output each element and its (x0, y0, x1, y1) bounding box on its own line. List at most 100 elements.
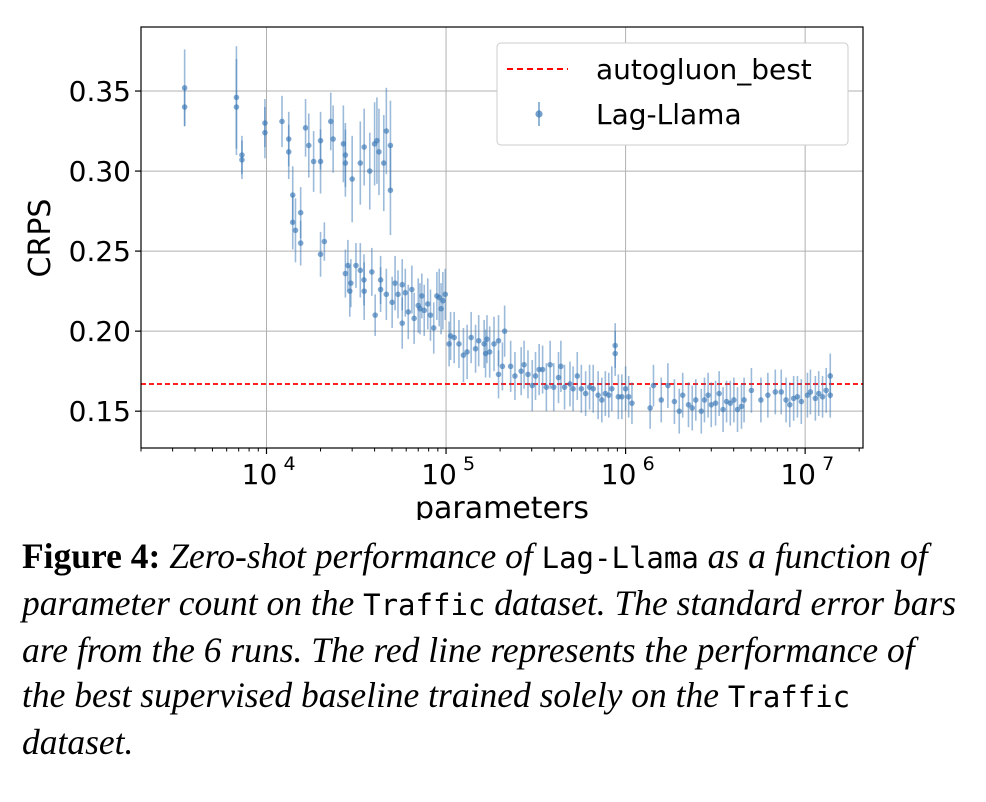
data-point (547, 361, 553, 368)
data-point (807, 389, 814, 395)
data-point (543, 384, 550, 390)
legend-lagllama-label: Lag-Llama (596, 98, 742, 131)
data-point (783, 397, 789, 403)
data-point (512, 373, 518, 379)
data-point (317, 158, 324, 165)
data-point (357, 160, 364, 166)
x-tick-label: 10 (601, 458, 637, 491)
data-point (262, 129, 268, 136)
x-tick-exponent: 4 (283, 453, 295, 475)
data-point (731, 397, 737, 403)
data-point (525, 371, 531, 378)
data-point (629, 400, 635, 406)
data-point (442, 291, 449, 298)
data-point (440, 297, 446, 304)
data-point (550, 384, 557, 390)
data-point (181, 85, 188, 91)
data-point (181, 104, 188, 110)
data-point (679, 392, 686, 398)
data-point (529, 382, 536, 389)
data-point (701, 397, 708, 403)
legend-lagllama-swatch-dot (535, 110, 543, 118)
data-point (460, 352, 467, 358)
caption-text-2: as a function of parameter count on the (22, 536, 928, 623)
data-point (705, 392, 711, 398)
data-point (411, 315, 417, 322)
data-point (327, 118, 334, 125)
data-point (812, 395, 819, 402)
data-point (387, 142, 394, 149)
data-point (495, 337, 502, 344)
data-point (685, 401, 692, 408)
data-point (376, 149, 382, 155)
data-point (712, 400, 719, 406)
data-point (472, 345, 479, 352)
x-tick-label: 10 (421, 458, 457, 491)
data-point (741, 397, 747, 403)
data-point (349, 176, 355, 182)
data-point (708, 401, 715, 408)
data-point (430, 325, 437, 331)
data-point (748, 387, 755, 394)
data-point (330, 136, 336, 142)
y-tick-label: 0.15 (69, 395, 131, 428)
data-point (665, 382, 671, 389)
data-point (720, 406, 726, 413)
data-point (521, 361, 527, 368)
caption-code-traffic-2: Traffic (727, 680, 851, 714)
caption-text-1: Zero-shot performance of (160, 536, 542, 576)
data-point (372, 312, 378, 318)
data-point (233, 104, 240, 110)
data-point (402, 289, 409, 296)
data-point (570, 385, 576, 392)
data-point (823, 387, 830, 394)
data-point (399, 320, 406, 326)
data-point (456, 341, 462, 347)
data-point (361, 144, 367, 150)
data-point (486, 349, 493, 355)
data-point (647, 405, 653, 411)
data-point (671, 398, 678, 405)
data-point (424, 301, 431, 307)
data-point (622, 385, 629, 392)
caption-label: Figure 4: (22, 536, 161, 576)
data-point (786, 401, 793, 408)
data-point (392, 280, 398, 286)
data-point (399, 281, 406, 288)
x-tick-exponent: 5 (463, 453, 475, 475)
legend-box (496, 42, 849, 146)
data-point (619, 393, 625, 400)
data-point (285, 149, 292, 155)
data-point (595, 392, 601, 398)
figure-caption: Figure 4: Zero-shot performance of Lag-L… (22, 534, 966, 765)
data-point (567, 381, 573, 387)
data-point (507, 363, 514, 370)
caption-text-3: dataset. The standard error bars are fro… (22, 583, 957, 715)
data-point (532, 373, 539, 379)
data-point (499, 363, 506, 370)
data-point (289, 219, 296, 226)
data-point (464, 349, 470, 355)
data-point (819, 393, 826, 400)
data-point (369, 269, 375, 275)
data-point (558, 363, 564, 370)
data-point (239, 157, 245, 163)
data-point (484, 336, 490, 342)
data-point (539, 366, 546, 373)
legend-baseline-label: autogluon_best (596, 53, 812, 86)
data-point (305, 142, 312, 149)
plot-frame (140, 26, 864, 449)
data-point (676, 408, 683, 414)
data-point (758, 397, 764, 403)
x-tick-exponent: 6 (643, 453, 655, 475)
data-point (582, 390, 589, 397)
data-point (501, 328, 508, 334)
data-point (361, 288, 367, 294)
data-point (377, 286, 384, 293)
data-point (495, 371, 502, 378)
data-point (599, 397, 605, 403)
legend: autogluon_best Lag-Llama (496, 42, 849, 146)
data-points (181, 46, 834, 434)
